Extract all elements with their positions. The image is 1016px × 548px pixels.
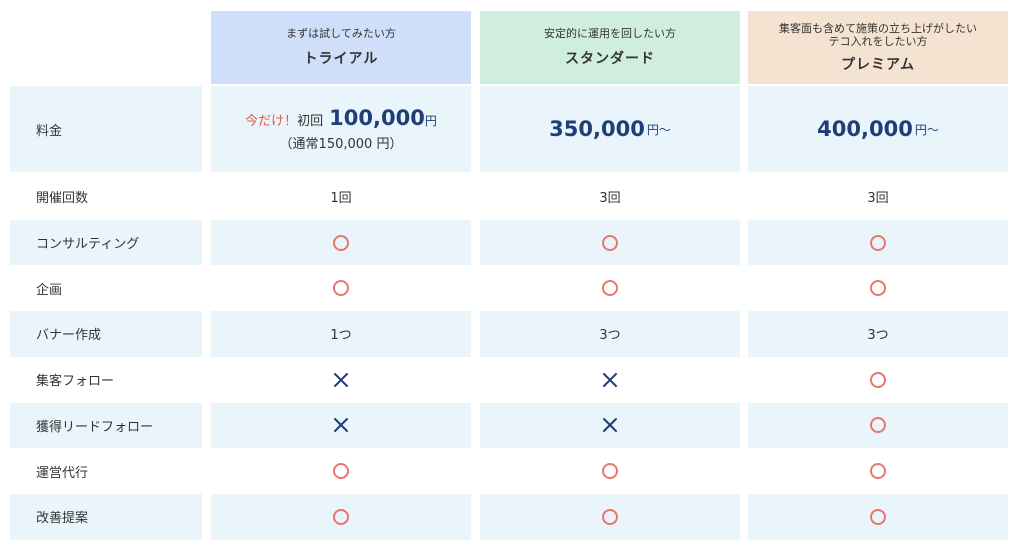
regular-price-note: （通常150,000 円） bbox=[279, 137, 403, 152]
value-cell-trial bbox=[211, 448, 471, 494]
value-cell-trial bbox=[211, 357, 471, 403]
value-text: 3回 bbox=[867, 191, 889, 207]
value-text: 3回 bbox=[599, 191, 621, 207]
value-cell-premium bbox=[748, 219, 1008, 266]
value-cell-standard: 3つ bbox=[480, 311, 740, 357]
cross-mark-icon bbox=[603, 372, 617, 387]
value-cell-premium bbox=[748, 493, 1008, 540]
circle-mark-icon bbox=[870, 371, 886, 388]
plan-header-standard: 安定的に運用を回したい方 スタンダード bbox=[480, 11, 740, 84]
plan-name: プレミアム bbox=[840, 56, 916, 73]
fee-row: 料金 今だけ！ 初回 100,000 円 （通常150,000 円） 350,0… bbox=[0, 86, 1016, 172]
circle-mark-icon bbox=[870, 417, 886, 434]
row-label: 運営代行 bbox=[36, 465, 89, 481]
plan-subtitle-line2: テコ入れをしたい方 bbox=[828, 34, 928, 48]
yen-unit: 円 bbox=[424, 114, 437, 128]
feature-row: 企画 bbox=[0, 265, 1016, 311]
feature-row: バナー作成 1つ 3つ 3つ bbox=[0, 311, 1016, 357]
fee-cell-trial: 今だけ！ 初回 100,000 円 （通常150,000 円） bbox=[211, 86, 471, 172]
standard-price: 350,000 bbox=[549, 117, 645, 141]
value-cell-premium bbox=[748, 265, 1008, 311]
circle-mark-icon bbox=[333, 280, 349, 297]
circle-mark-icon bbox=[870, 508, 886, 525]
circle-mark-icon bbox=[870, 280, 886, 297]
value-cell-premium bbox=[748, 357, 1008, 403]
plan-name: トライアル bbox=[303, 51, 379, 67]
row-label: 集客フォロー bbox=[36, 374, 115, 390]
value-text: 3つ bbox=[867, 328, 889, 344]
fee-line: 今だけ！ 初回 100,000 円 bbox=[245, 106, 437, 130]
feature-row: 開催回数 1回 3回 3回 bbox=[0, 174, 1016, 220]
value-cell-standard bbox=[480, 402, 740, 449]
plan-header-premium: 集客面も含めて施策の立ち上げがしたい テコ入れをしたい方 プレミアム bbox=[748, 11, 1008, 84]
plan-name: スタンダード bbox=[565, 51, 655, 67]
row-label: 料金 bbox=[10, 86, 202, 172]
fee-cell-standard: 350,000 円〜 bbox=[480, 86, 740, 172]
feature-row: 獲得リードフォロー bbox=[0, 402, 1016, 449]
fee-cell-premium: 400,000 円〜 bbox=[748, 86, 1008, 172]
circle-mark-icon bbox=[602, 234, 618, 251]
value-cell-standard: 3回 bbox=[480, 174, 740, 220]
value-cell-standard bbox=[480, 219, 740, 266]
cross-mark-icon bbox=[603, 418, 617, 433]
plan-subtitle-line1: 集客面も含めて施策の立ち上げがしたい bbox=[779, 21, 977, 35]
circle-mark-icon bbox=[333, 463, 349, 480]
row-label: コンサルティング bbox=[10, 219, 202, 266]
premium-price: 400,000 bbox=[817, 117, 913, 141]
row-label: 改善提案 bbox=[10, 493, 202, 540]
feature-row: 改善提案 bbox=[0, 493, 1016, 540]
value-text: 1回 bbox=[330, 191, 352, 207]
row-label: バナー作成 bbox=[10, 311, 202, 357]
circle-mark-icon bbox=[602, 280, 618, 297]
value-cell-standard bbox=[480, 357, 740, 403]
value-cell-standard bbox=[480, 493, 740, 540]
value-cell-trial: 1つ bbox=[211, 311, 471, 357]
circle-mark-icon bbox=[333, 508, 349, 525]
circle-mark-icon bbox=[870, 463, 886, 480]
value-text: 1つ bbox=[330, 328, 352, 344]
circle-mark-icon bbox=[602, 508, 618, 525]
yen-suffix: 円〜 bbox=[914, 122, 939, 137]
first-time-label: 初回 bbox=[297, 114, 324, 129]
feature-row: 運営代行 bbox=[0, 448, 1016, 494]
trial-price: 100,000 bbox=[329, 106, 425, 130]
cross-mark-icon bbox=[334, 372, 348, 387]
value-cell-trial: 1回 bbox=[211, 174, 471, 220]
row-label: 企画 bbox=[36, 282, 63, 298]
value-cell-premium bbox=[748, 402, 1008, 449]
value-cell-standard bbox=[480, 265, 740, 311]
value-cell-trial bbox=[211, 219, 471, 266]
value-cell-premium: 3回 bbox=[748, 174, 1008, 220]
value-text: 3つ bbox=[599, 328, 621, 344]
value-cell-premium: 3つ bbox=[748, 311, 1008, 357]
circle-mark-icon bbox=[870, 234, 886, 251]
value-cell-standard bbox=[480, 448, 740, 494]
circle-mark-icon bbox=[602, 463, 618, 480]
plan-subtitle: 安定的に運用を回したい方 bbox=[544, 27, 676, 40]
feature-row: 集客フォロー bbox=[0, 357, 1016, 403]
feature-row: コンサルティング bbox=[0, 219, 1016, 266]
yen-suffix: 円〜 bbox=[646, 122, 671, 137]
value-cell-trial bbox=[211, 265, 471, 311]
value-cell-premium bbox=[748, 448, 1008, 494]
plan-header-trial: まずは試してみたい方 トライアル bbox=[211, 11, 471, 84]
value-cell-trial bbox=[211, 402, 471, 449]
circle-mark-icon bbox=[333, 234, 349, 251]
row-label: 獲得リードフォロー bbox=[10, 402, 202, 449]
value-cell-trial bbox=[211, 493, 471, 540]
plan-subtitle: まずは試してみたい方 bbox=[286, 27, 396, 40]
row-label: 開催回数 bbox=[36, 191, 89, 207]
promo-text: 今だけ！ bbox=[245, 114, 298, 129]
cross-mark-icon bbox=[334, 418, 348, 433]
